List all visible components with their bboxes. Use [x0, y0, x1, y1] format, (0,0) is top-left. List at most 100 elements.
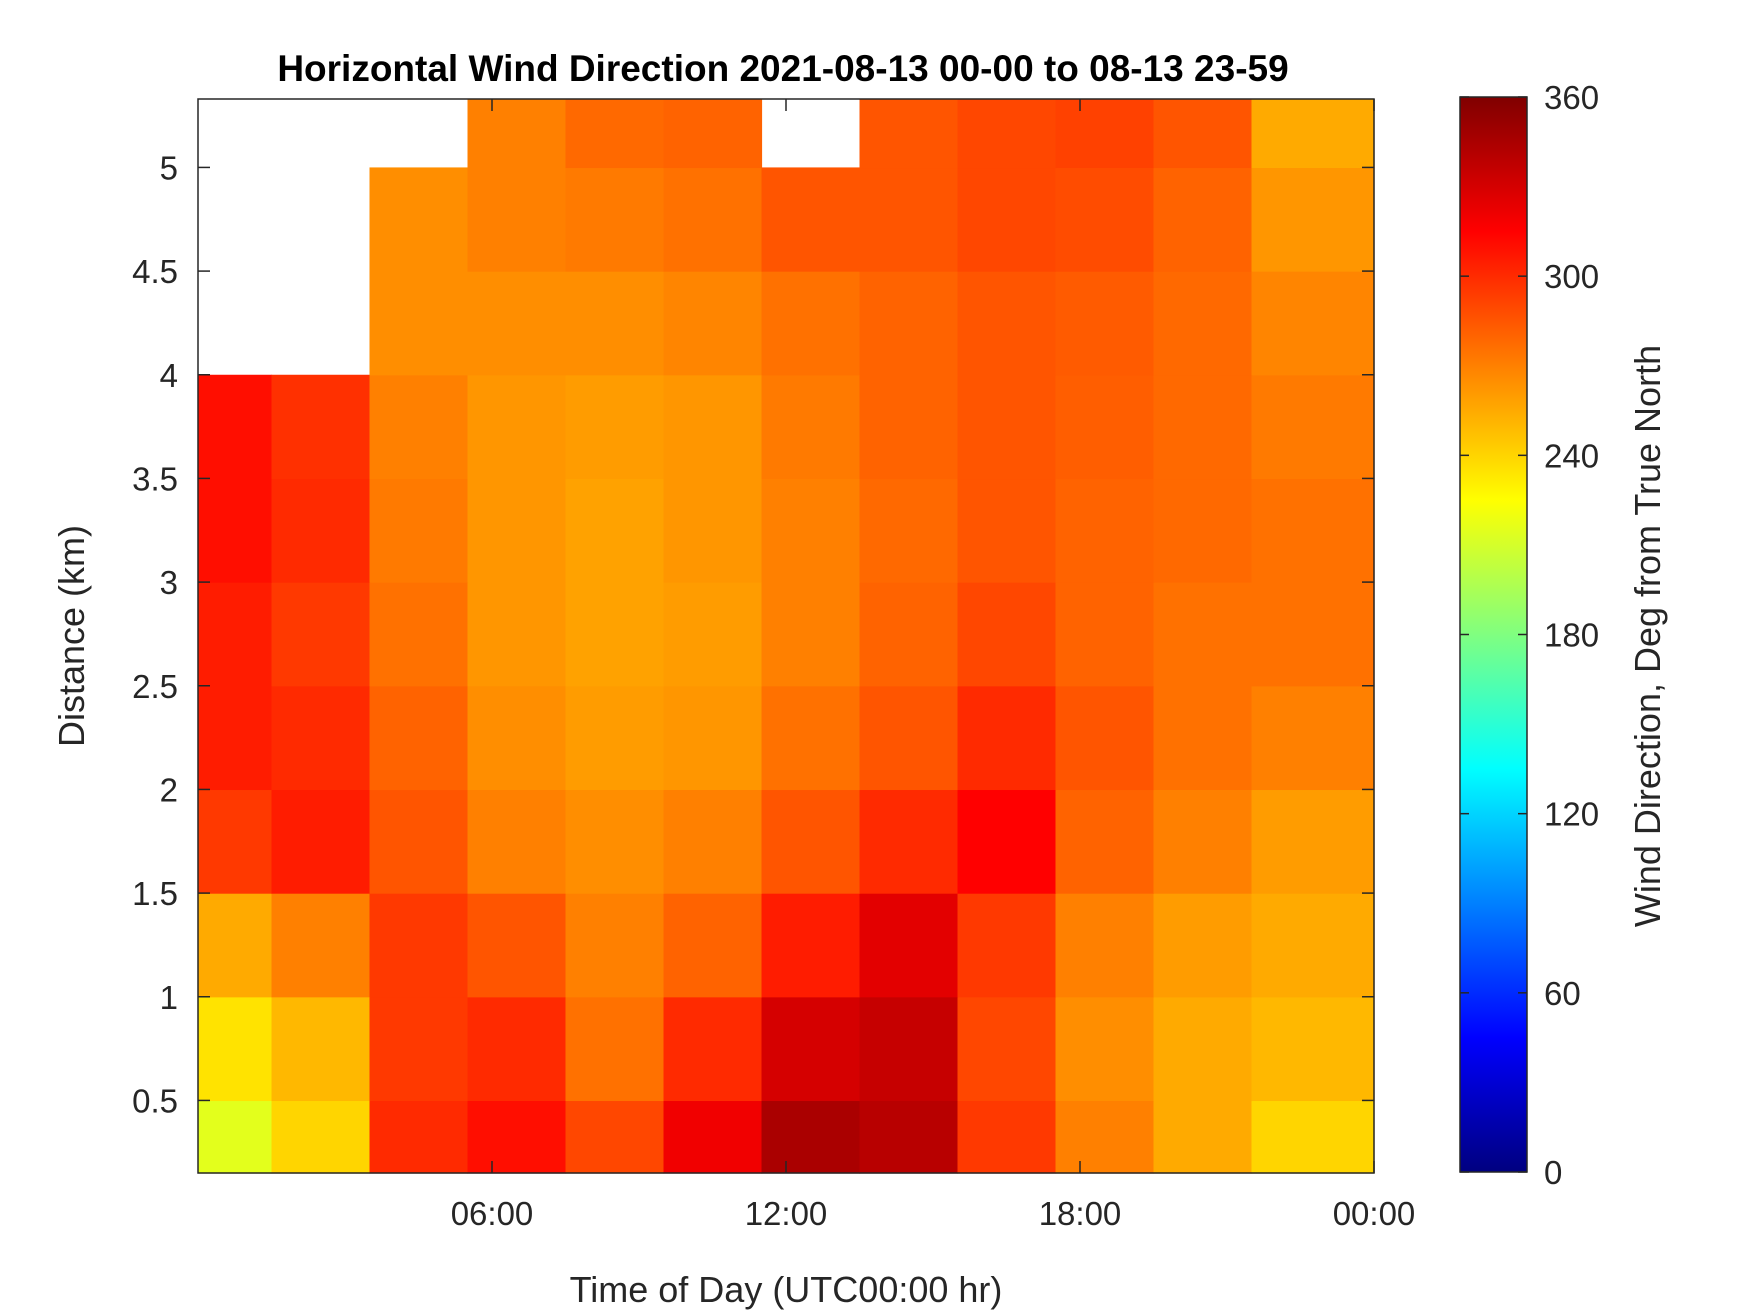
heatmap-cell	[663, 685, 763, 791]
heatmap-cell	[467, 167, 567, 272]
heatmap-cell	[957, 1100, 1057, 1174]
heatmap-cell	[957, 582, 1057, 687]
heatmap-cell	[565, 99, 665, 169]
y-axis-label: Distance (km)	[51, 525, 92, 747]
heatmap-cell	[1055, 685, 1155, 791]
heatmap-cell	[198, 374, 273, 480]
heatmap-cell	[859, 893, 959, 998]
y-axis-ticks: 0.5 1 1.5 2 2.5 3 3.5 4 4.5 5	[132, 149, 1374, 1119]
colorbar-tick-label: 60	[1544, 975, 1581, 1012]
heatmap-cell	[467, 374, 567, 480]
heatmap-cell	[467, 996, 567, 1102]
heatmap-cell	[1055, 996, 1155, 1102]
y-tick-label: 1.5	[132, 875, 178, 912]
heatmap-cell	[761, 271, 861, 376]
heatmap-cell	[198, 685, 273, 791]
heatmap-cell	[1055, 374, 1155, 480]
heatmap-cell	[859, 685, 959, 791]
heatmap-cell	[1055, 99, 1155, 169]
heatmap-cell	[761, 1100, 861, 1174]
heatmap-plot-area	[198, 99, 1375, 1174]
colorbar-label: Wind Direction, Deg from True North	[1627, 345, 1668, 927]
heatmap-cell	[957, 99, 1057, 169]
heatmap-cell	[663, 167, 763, 272]
heatmap-cell	[198, 582, 273, 687]
heatmap-cell	[761, 374, 861, 480]
heatmap-cell	[1251, 582, 1375, 687]
heatmap-cell	[565, 893, 665, 998]
heatmap-cell	[1055, 789, 1155, 894]
y-tick-label: 4	[160, 357, 178, 394]
heatmap-cell	[957, 271, 1057, 376]
heatmap-cell	[271, 893, 371, 998]
heatmap-cell	[957, 167, 1057, 272]
heatmap-cell	[369, 685, 469, 791]
colorbar: 0 60 120 180 240 300 360	[1459, 79, 1599, 1191]
heatmap-cell	[1153, 99, 1253, 169]
heatmap-cell	[369, 996, 469, 1102]
heatmap-cell	[1251, 1100, 1375, 1174]
heatmap-cell	[565, 1100, 665, 1174]
heatmap-cell	[467, 1100, 567, 1174]
heatmap-cell	[761, 893, 861, 998]
heatmap-cell	[859, 1100, 959, 1174]
heatmap-cell	[859, 374, 959, 480]
heatmap-cell	[198, 996, 273, 1102]
x-tick-label: 06:00	[451, 1195, 534, 1232]
heatmap-cell	[1251, 478, 1375, 583]
heatmap-cell	[467, 582, 567, 687]
colorbar-tick-label: 180	[1544, 617, 1599, 654]
heatmap-cell	[467, 99, 567, 169]
heatmap-cell	[663, 99, 763, 169]
heatmap-cell	[369, 582, 469, 687]
heatmap-cell	[859, 789, 959, 894]
heatmap-cell	[761, 789, 861, 894]
colorbar-tick-label: 360	[1544, 79, 1599, 116]
x-axis-label: Time of Day (UTC00:00 hr)	[570, 1269, 1003, 1310]
heatmap-cell	[271, 685, 371, 791]
heatmap-cell	[1055, 1100, 1155, 1174]
heatmap-cell	[369, 271, 469, 376]
heatmap-cell	[761, 478, 861, 583]
heatmap-cell	[957, 685, 1057, 791]
y-tick-label: 2.5	[132, 668, 178, 705]
heatmap-cell	[271, 789, 371, 894]
heatmap-cell	[1153, 996, 1253, 1102]
heatmap-cell	[957, 996, 1057, 1102]
heatmap-cell	[271, 374, 371, 480]
x-tick-label: 12:00	[745, 1195, 828, 1232]
y-tick-label: 5	[160, 149, 178, 186]
heatmap-cell	[957, 893, 1057, 998]
heatmap-cell	[565, 685, 665, 791]
heatmap-cell	[859, 582, 959, 687]
chart-title: Horizontal Wind Direction 2021-08-13 00-…	[277, 48, 1288, 89]
heatmap-cell	[565, 996, 665, 1102]
colorbar-tick-label: 0	[1544, 1154, 1562, 1191]
heatmap-cell	[1153, 685, 1253, 791]
y-tick-label: 2	[160, 771, 178, 808]
heatmap-cell	[663, 996, 763, 1102]
heatmap-cell	[859, 99, 959, 169]
heatmap-cell	[198, 478, 273, 583]
heatmap-cell	[1055, 167, 1155, 272]
heatmap-cell	[859, 167, 959, 272]
heatmap-cell	[198, 1100, 273, 1174]
heatmap-cell	[1153, 271, 1253, 376]
x-tick-label: 18:00	[1039, 1195, 1122, 1232]
heatmap-cell	[565, 271, 665, 376]
heatmap-cell	[859, 271, 959, 376]
heatmap-cell	[761, 582, 861, 687]
heatmap-cell	[957, 374, 1057, 480]
y-tick-label: 4.5	[132, 253, 178, 290]
heatmap-cell	[1153, 374, 1253, 480]
heatmap-cell	[467, 789, 567, 894]
y-tick-label: 3.5	[132, 460, 178, 497]
heatmap-cell	[1251, 685, 1375, 791]
y-tick-label: 0.5	[132, 1082, 178, 1119]
heatmap-cell	[1153, 167, 1253, 272]
heatmap-cell	[663, 1100, 763, 1174]
heatmap-cell	[1251, 789, 1375, 894]
heatmap-cell	[467, 893, 567, 998]
heatmap-cell	[1055, 478, 1155, 583]
